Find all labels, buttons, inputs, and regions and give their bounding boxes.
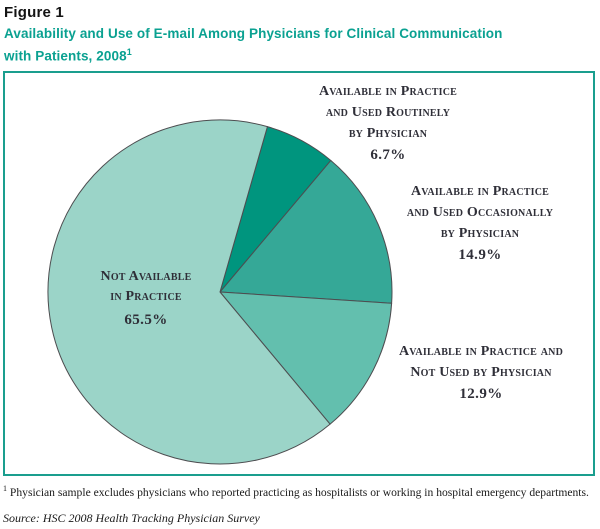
pie-label-not-used-text: Available in Practice and Not Used by Phy… bbox=[398, 344, 563, 380]
pie-label-not-used-pct: 12.9% bbox=[459, 386, 503, 402]
pie-label-not-used: Available in Practice and Not Used by Phy… bbox=[366, 341, 596, 405]
pie-label-routinely-text: Available in Practice and Used Routinely b… bbox=[318, 84, 458, 141]
pie-slice-occasionally bbox=[219, 159, 393, 304]
pie-label-not-available: Not Available in Practice 65.5% bbox=[36, 267, 256, 330]
pie-slice-not-available bbox=[47, 119, 331, 465]
source-line: Source: HSC 2008 Health Tracking Physici… bbox=[3, 511, 260, 525]
pie-label-routinely: Available in Practice and Used Routinely b… bbox=[273, 81, 503, 166]
figure-title-text: Availability and Use of E-mail Among Phy… bbox=[4, 26, 503, 64]
pie-label-occasionally-pct: 14.9% bbox=[458, 247, 502, 263]
chart-box: Available in Practice and Used Routinely b… bbox=[3, 71, 595, 476]
pie-svg bbox=[47, 119, 393, 465]
footnote-text: Physician sample excludes physicians who… bbox=[7, 485, 589, 499]
figure-title-superscript: 1 bbox=[126, 47, 132, 57]
pie-label-routinely-pct: 6.7% bbox=[370, 147, 406, 163]
footnote-marker: 1 bbox=[3, 484, 7, 493]
figure-label: Figure 1 bbox=[4, 4, 64, 21]
figure-title: Availability and Use of E-mail Among Phy… bbox=[4, 24, 524, 66]
footnote: 1 Physician sample excludes physicians w… bbox=[3, 482, 599, 500]
pie-label-not-available-text: Not Available in Practice bbox=[100, 269, 192, 304]
pie-slice-not-used bbox=[219, 291, 393, 425]
pie-label-occasionally-text: Available in Practice and Used Occasional… bbox=[406, 184, 554, 241]
pie-label-not-available-pct: 65.5% bbox=[124, 312, 168, 328]
pie-label-occasionally: Available in Practice and Used Occasional… bbox=[365, 181, 595, 266]
